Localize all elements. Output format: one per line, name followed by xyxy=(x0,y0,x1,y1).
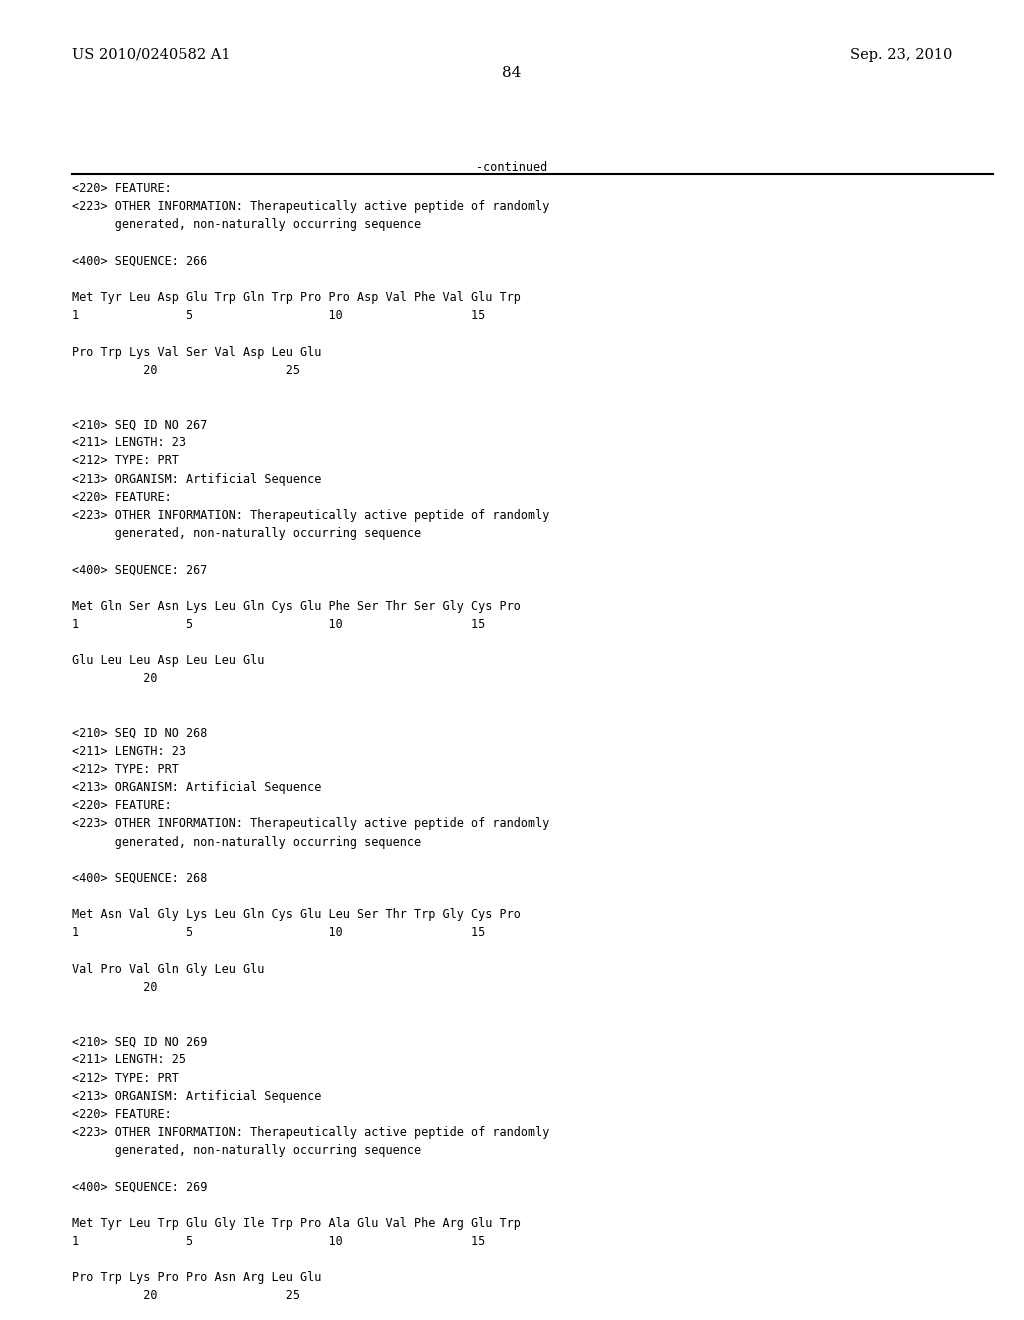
Text: <211> LENGTH: 23: <211> LENGTH: 23 xyxy=(72,436,185,449)
Text: generated, non-naturally occurring sequence: generated, non-naturally occurring seque… xyxy=(72,836,421,849)
Text: <211> LENGTH: 25: <211> LENGTH: 25 xyxy=(72,1053,185,1067)
Text: <213> ORGANISM: Artificial Sequence: <213> ORGANISM: Artificial Sequence xyxy=(72,1090,322,1102)
Text: Val Pro Val Gln Gly Leu Glu: Val Pro Val Gln Gly Leu Glu xyxy=(72,962,264,975)
Text: -continued: -continued xyxy=(476,161,548,174)
Text: <223> OTHER INFORMATION: Therapeutically active peptide of randomly: <223> OTHER INFORMATION: Therapeutically… xyxy=(72,1126,549,1139)
Text: <213> ORGANISM: Artificial Sequence: <213> ORGANISM: Artificial Sequence xyxy=(72,781,322,795)
Text: <212> TYPE: PRT: <212> TYPE: PRT xyxy=(72,454,178,467)
Text: Sep. 23, 2010: Sep. 23, 2010 xyxy=(850,48,952,62)
Text: <400> SEQUENCE: 268: <400> SEQUENCE: 268 xyxy=(72,871,207,884)
Text: <210> SEQ ID NO 267: <210> SEQ ID NO 267 xyxy=(72,418,207,432)
Text: generated, non-naturally occurring sequence: generated, non-naturally occurring seque… xyxy=(72,527,421,540)
Text: <220> FEATURE:: <220> FEATURE: xyxy=(72,1107,171,1121)
Text: <400> SEQUENCE: 266: <400> SEQUENCE: 266 xyxy=(72,255,207,268)
Text: 1               5                   10                  15: 1 5 10 15 xyxy=(72,618,485,631)
Text: <211> LENGTH: 23: <211> LENGTH: 23 xyxy=(72,744,185,758)
Text: 1               5                   10                  15: 1 5 10 15 xyxy=(72,309,485,322)
Text: 20: 20 xyxy=(72,981,157,994)
Text: <220> FEATURE:: <220> FEATURE: xyxy=(72,182,171,195)
Text: <210> SEQ ID NO 269: <210> SEQ ID NO 269 xyxy=(72,1035,207,1048)
Text: <223> OTHER INFORMATION: Therapeutically active peptide of randomly: <223> OTHER INFORMATION: Therapeutically… xyxy=(72,817,549,830)
Text: <210> SEQ ID NO 268: <210> SEQ ID NO 268 xyxy=(72,726,207,739)
Text: <400> SEQUENCE: 269: <400> SEQUENCE: 269 xyxy=(72,1180,207,1193)
Text: <223> OTHER INFORMATION: Therapeutically active peptide of randomly: <223> OTHER INFORMATION: Therapeutically… xyxy=(72,508,549,521)
Text: generated, non-naturally occurring sequence: generated, non-naturally occurring seque… xyxy=(72,1144,421,1158)
Text: <220> FEATURE:: <220> FEATURE: xyxy=(72,800,171,812)
Text: Met Tyr Leu Trp Glu Gly Ile Trp Pro Ala Glu Val Phe Arg Glu Trp: Met Tyr Leu Trp Glu Gly Ile Trp Pro Ala … xyxy=(72,1217,520,1230)
Text: 20: 20 xyxy=(72,672,157,685)
Text: Pro Trp Lys Pro Pro Asn Arg Leu Glu: Pro Trp Lys Pro Pro Asn Arg Leu Glu xyxy=(72,1271,322,1284)
Text: 20                  25: 20 25 xyxy=(72,364,300,376)
Text: Met Tyr Leu Asp Glu Trp Gln Trp Pro Pro Asp Val Phe Val Glu Trp: Met Tyr Leu Asp Glu Trp Gln Trp Pro Pro … xyxy=(72,290,520,304)
Text: Met Asn Val Gly Lys Leu Gln Cys Glu Leu Ser Thr Trp Gly Cys Pro: Met Asn Val Gly Lys Leu Gln Cys Glu Leu … xyxy=(72,908,520,921)
Text: <212> TYPE: PRT: <212> TYPE: PRT xyxy=(72,1072,178,1085)
Text: <213> ORGANISM: Artificial Sequence: <213> ORGANISM: Artificial Sequence xyxy=(72,473,322,486)
Text: 20                  25: 20 25 xyxy=(72,1290,300,1303)
Text: 1               5                   10                  15: 1 5 10 15 xyxy=(72,1236,485,1247)
Text: Glu Leu Leu Asp Leu Leu Glu: Glu Leu Leu Asp Leu Leu Glu xyxy=(72,655,264,667)
Text: <223> OTHER INFORMATION: Therapeutically active peptide of randomly: <223> OTHER INFORMATION: Therapeutically… xyxy=(72,201,549,214)
Text: US 2010/0240582 A1: US 2010/0240582 A1 xyxy=(72,48,230,62)
Text: Met Gln Ser Asn Lys Leu Gln Cys Glu Phe Ser Thr Ser Gly Cys Pro: Met Gln Ser Asn Lys Leu Gln Cys Glu Phe … xyxy=(72,599,520,612)
Text: 1               5                   10                  15: 1 5 10 15 xyxy=(72,927,485,940)
Text: <400> SEQUENCE: 267: <400> SEQUENCE: 267 xyxy=(72,564,207,577)
Text: 84: 84 xyxy=(503,66,521,81)
Text: <220> FEATURE:: <220> FEATURE: xyxy=(72,491,171,504)
Text: Pro Trp Lys Val Ser Val Asp Leu Glu: Pro Trp Lys Val Ser Val Asp Leu Glu xyxy=(72,346,322,359)
Text: <212> TYPE: PRT: <212> TYPE: PRT xyxy=(72,763,178,776)
Text: generated, non-naturally occurring sequence: generated, non-naturally occurring seque… xyxy=(72,218,421,231)
